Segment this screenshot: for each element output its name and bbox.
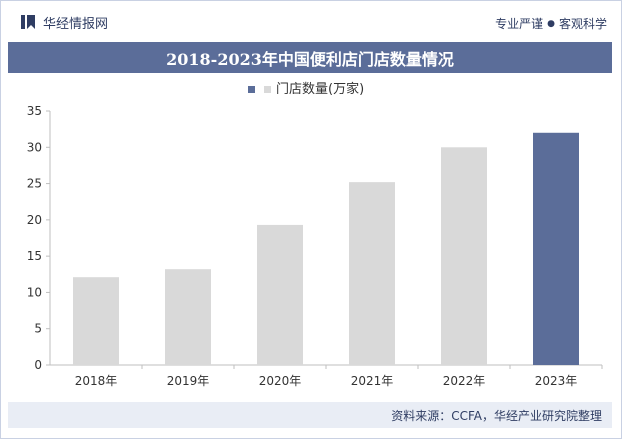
- title-bar: 2018-2023年中国便利店门店数量情况: [8, 42, 612, 73]
- slogan-part2: 客观科学: [558, 17, 607, 31]
- bar: [441, 147, 487, 365]
- slogan: 专业严谨 ● 客观科学: [495, 15, 607, 32]
- bar: [533, 132, 579, 365]
- bar: [257, 224, 303, 365]
- x-tick-label: 2018年: [75, 374, 118, 388]
- bar: [165, 269, 211, 365]
- legend-label: 门店数量(万家): [276, 81, 364, 97]
- y-tick-label: 25: [27, 177, 42, 191]
- y-tick-label: 20: [27, 213, 42, 227]
- y-tick-label: 0: [34, 358, 42, 372]
- brand-name: 华经情报网: [43, 16, 109, 32]
- x-tick-label: 2022年: [443, 374, 486, 388]
- x-tick-label: 2019年: [167, 374, 210, 388]
- bookmark-logo-icon: [21, 15, 35, 29]
- y-tick-label: 30: [27, 140, 42, 154]
- legend-swatch-highlight: [248, 86, 255, 93]
- x-tick-label: 2023年: [535, 374, 578, 388]
- y-tick-label: 10: [27, 285, 42, 299]
- slogan-separator: ●: [547, 18, 555, 29]
- bar: [349, 182, 395, 365]
- y-tick-label: 15: [27, 249, 42, 263]
- x-tick-label: 2020年: [259, 374, 302, 388]
- bar: [73, 277, 119, 365]
- x-tick-label: 2021年: [351, 374, 394, 388]
- y-tick-label: 35: [27, 104, 42, 118]
- source-footer: 资料来源：CCFA，华经产业研究院整理: [8, 402, 612, 428]
- y-tick-label: 5: [34, 322, 42, 336]
- slogan-part1: 专业严谨: [495, 17, 544, 31]
- chart-title: 2018-2023年中国便利店门店数量情况: [166, 49, 454, 69]
- legend-swatch: [264, 86, 271, 93]
- brand: 华经情报网: [21, 13, 109, 32]
- top-bar: 华经情报网 专业严谨 ● 客观科学: [1, 1, 621, 41]
- source-text: 资料来源：CCFA，华经产业研究院整理: [391, 408, 602, 423]
